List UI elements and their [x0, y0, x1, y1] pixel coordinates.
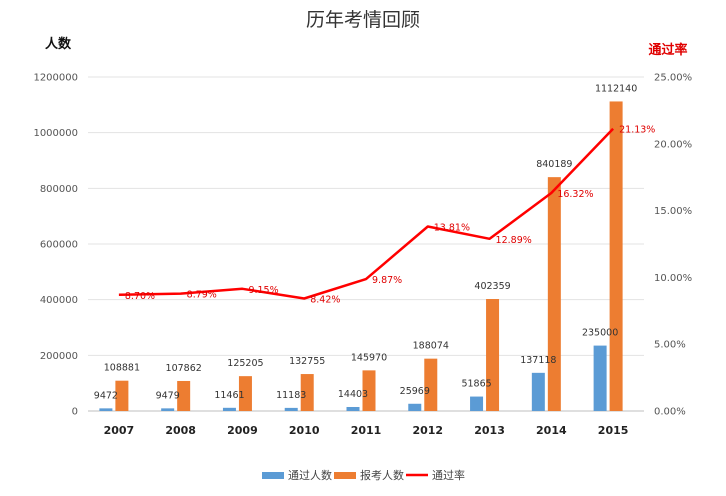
chart-title: 历年考情回顾: [306, 9, 420, 31]
rate-label: 9.15%: [248, 285, 278, 296]
legend-swatch: [334, 472, 356, 479]
x-tick-label: 2011: [351, 424, 382, 437]
y2-tick-label: 25.00%: [654, 73, 692, 84]
x-tick-label: 2008: [165, 424, 196, 437]
bar-passed-label: 11183: [276, 390, 306, 401]
x-axis-ticks: 2007 2008 2009 2010 2011 2012 2013 2014 2015: [104, 424, 629, 437]
legend-label: 通过率: [432, 468, 465, 482]
bar-passed-label: 235000: [582, 328, 618, 339]
y2-axis-ticks: 0.00% 5.00% 10.00% 15.00% 20.00% 25.00%: [654, 73, 692, 418]
bar-passed: [593, 345, 607, 411]
bar-passed-label: 11461: [214, 390, 244, 401]
rate-label: 16.32%: [557, 189, 593, 200]
bar-registered-label: 132755: [289, 356, 325, 367]
rate-line-path: [118, 127, 615, 300]
rate-line: [118, 127, 615, 300]
bar-registered-label: 107862: [166, 363, 202, 374]
bar-registered-label: 188074: [413, 341, 449, 352]
y-tick-label: 0: [72, 407, 78, 418]
x-tick-label: 2014: [536, 424, 567, 437]
x-tick-label: 2012: [412, 424, 443, 437]
gridlines: [88, 76, 644, 412]
legend-label: 报考人数: [360, 468, 404, 482]
bar-passed-label: 137118: [520, 355, 556, 366]
y-tick-label: 600000: [40, 240, 78, 251]
bar-passed-label: 14403: [338, 389, 368, 400]
rate-label: 9.87%: [372, 275, 402, 286]
y2-axis-title: 通过率: [648, 42, 687, 58]
rate-label: 12.89%: [496, 235, 532, 246]
y2-tick-label: 15.00%: [654, 206, 692, 217]
bar-registered: [486, 299, 500, 411]
y-tick-label: 400000: [40, 295, 78, 306]
bar-registered-label: 108881: [104, 363, 140, 374]
bar-registered: [547, 177, 561, 411]
bar-passed: [408, 403, 422, 411]
bar-registered-label: 125205: [227, 358, 263, 369]
y-tick-label: 800000: [40, 184, 78, 195]
rate-label: 13.81%: [434, 222, 470, 233]
bar-registered: [609, 101, 623, 411]
bar-passed: [161, 408, 175, 411]
y2-tick-label: 10.00%: [654, 273, 692, 284]
y-axis-ticks: 0 200000 400000 600000 800000 1000000 1200000: [33, 73, 78, 418]
x-tick-label: 2010: [289, 424, 320, 437]
bar-registered: [177, 380, 191, 411]
x-tick-label: 2007: [104, 424, 135, 437]
bar-passed: [222, 407, 236, 411]
bar-registered: [115, 380, 129, 411]
bar-registered-label: 145970: [351, 352, 387, 363]
y-tick-label: 1000000: [33, 128, 78, 139]
legend: 通过人数 报考人数 通过率: [262, 468, 465, 482]
y2-tick-label: 5.00%: [654, 340, 686, 351]
bar-passed: [284, 407, 298, 411]
bar-passed-label: 9479: [156, 390, 180, 401]
y2-tick-label: 0.00%: [654, 407, 686, 418]
bar-passed: [470, 396, 484, 411]
x-tick-label: 2015: [598, 424, 629, 437]
bar-registered-label: 402359: [474, 281, 510, 292]
bar-registered: [300, 374, 314, 411]
rate-label: 8.70%: [125, 291, 155, 302]
data-labels: 9472 108881 9479 107862 11461 125205 11183 1327…: [94, 83, 656, 401]
rate-label: 21.13%: [619, 125, 655, 136]
y-axis-title: 人数: [45, 36, 72, 52]
rate-label: 8.42%: [310, 295, 340, 306]
bar-registered: [424, 358, 438, 411]
x-tick-label: 2013: [474, 424, 505, 437]
rate-label: 8.79%: [187, 290, 217, 301]
bar-passed: [346, 406, 360, 411]
y-tick-label: 1200000: [33, 73, 78, 84]
bar-registered-label: 840189: [536, 159, 572, 170]
bar-passed-label: 51865: [461, 379, 491, 390]
x-tick-label: 2009: [227, 424, 258, 437]
bar-registered: [362, 370, 376, 411]
y2-tick-label: 20.00%: [654, 139, 692, 150]
bar-registered-label: 1112140: [595, 83, 637, 94]
y-tick-label: 200000: [40, 351, 78, 362]
legend-label: 通过人数: [288, 469, 332, 482]
bars: [99, 101, 623, 411]
bar-passed-label: 9472: [94, 390, 118, 401]
bar-passed: [531, 372, 545, 411]
bar-registered: [238, 376, 252, 411]
bar-passed-label: 25969: [400, 386, 430, 397]
legend-swatch: [262, 472, 284, 479]
bar-passed: [99, 408, 113, 411]
